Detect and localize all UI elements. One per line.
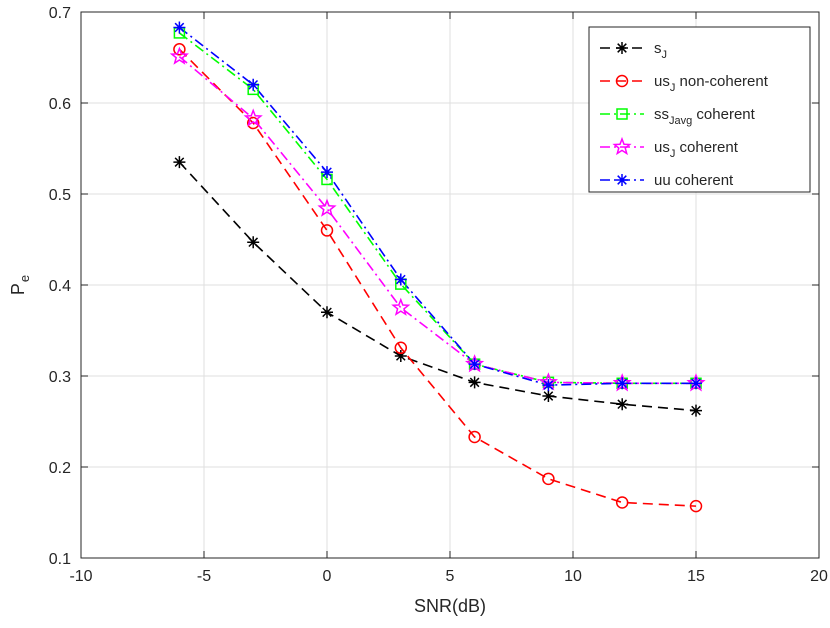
series-0-point [542, 390, 555, 403]
series-1-point [689, 499, 703, 513]
x-tick-label: 20 [810, 568, 828, 585]
x-tick-label: 10 [564, 568, 582, 585]
y-axis-label: Pe [8, 275, 32, 295]
x-axis-label: SNR(dB) [414, 596, 486, 616]
series-lines [178, 26, 697, 507]
y-tick-label: 0.1 [49, 551, 71, 568]
series-3-point [391, 297, 411, 316]
series-0-point [468, 376, 481, 389]
legend-marker-3 [612, 136, 632, 156]
legend-label-1: usJ non-coherent [654, 73, 769, 94]
series-1-point [394, 341, 408, 355]
y-axis-label-base: P [8, 283, 28, 295]
series-0-point [247, 236, 260, 249]
series-3-point [317, 198, 337, 217]
series-1-point [173, 43, 186, 56]
x-tick-labels: -10 -5 0 5 10 15 20 [69, 568, 828, 585]
series-line-4 [178, 26, 696, 386]
y-tick-label: 0.5 [49, 187, 71, 204]
legend-label-4: uu coherent [654, 172, 734, 189]
x-tick-label: 0 [323, 568, 332, 585]
series-4-point [394, 273, 407, 286]
series-0-point [173, 156, 186, 169]
y-tick-label: 0.4 [49, 278, 71, 295]
series-4-point [173, 21, 186, 34]
y-tick-label: 0.3 [49, 369, 71, 386]
series-1-point [468, 430, 481, 444]
series-0-point [321, 306, 333, 319]
legend-label-0: sJ [654, 40, 667, 61]
y-tick-label: 0.7 [49, 5, 71, 22]
y-tick-label: 0.6 [49, 96, 71, 113]
series-3-point [169, 46, 190, 65]
legend: sJ usJ non-coherent ssJavg coherent usJ coh… [588, 26, 811, 193]
series-0-point [394, 349, 407, 362]
x-tick-label: -10 [69, 568, 92, 585]
legend-label-2: ssJavg coherent [654, 106, 756, 127]
y-tick-label: 0.2 [49, 460, 71, 477]
series-1-point [615, 496, 629, 509]
series-4-point [616, 377, 629, 390]
y-tick-labels: 0.1 0.2 0.3 0.4 0.5 0.6 0.7 [49, 5, 71, 568]
series-1-point [246, 116, 260, 130]
series-4-point [690, 377, 702, 390]
legend-marker-2 [616, 108, 628, 120]
series-3-point [243, 108, 263, 127]
series-0-point [616, 398, 629, 411]
legend-marker-1 [615, 74, 629, 88]
legend-marker-4 [616, 174, 628, 186]
series-markers [169, 21, 706, 513]
y-axis-label-subscript: e [17, 275, 32, 282]
series-1-point [542, 472, 555, 486]
x-tick-label: 15 [687, 568, 705, 585]
legend-label-3: usJ coherent [654, 139, 739, 160]
series-4-point [247, 78, 260, 91]
legend-marker-0 [616, 42, 628, 54]
x-tick-label: 5 [446, 568, 455, 585]
x-tick-label: -5 [197, 568, 211, 585]
series-4-point [468, 358, 481, 371]
axis-ticks [80, 11, 820, 559]
series-4-point [542, 379, 555, 392]
series-4-point [321, 166, 333, 179]
series-0-point [690, 404, 702, 417]
series-1-point [320, 224, 334, 237]
